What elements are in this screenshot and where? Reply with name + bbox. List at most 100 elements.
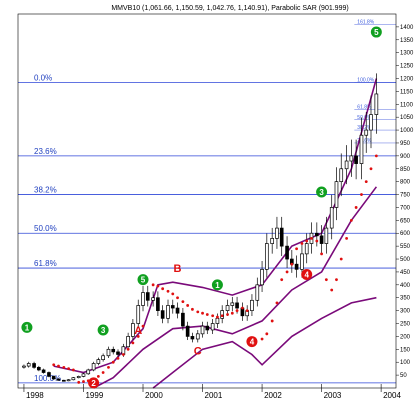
candle-body [71,377,76,381]
candle-body [324,227,329,244]
sar-dot [305,239,309,243]
candle-body [96,359,101,364]
sar-dot [364,180,368,184]
parabolic-sar-dots [52,154,378,384]
sar-dot [360,193,363,196]
candle-body [56,378,61,381]
wave-marker-label: 1 [25,323,30,332]
y-tick-label: 550 [400,244,411,250]
sar-dot [201,311,204,315]
candle-body [304,243,309,255]
y-tick-label: 1400 [400,25,414,31]
y-tick-label: 100 [400,360,411,366]
candle-body [210,323,215,331]
candle-body [170,305,175,309]
wave-marker-circle [21,321,33,333]
y-tick-label: 500 [400,257,411,263]
fib-small-label: 23.6% [357,138,372,144]
y-tick-label: 950 [400,141,411,147]
sar-dot [136,335,140,338]
sar-dot [315,239,319,243]
y-tick-label: 1300 [400,51,414,57]
candle-body [285,245,289,260]
sar-dot [181,300,185,303]
sar-dot [226,313,229,316]
x-tick-label: 2000 [145,391,163,400]
y-tick-label: 600 [400,231,411,237]
y-tick-label: 250 [400,322,411,328]
candle-body [37,367,41,371]
sar-dot [176,296,179,300]
abc-label: B [174,263,182,275]
wave-marker-circle [97,324,109,336]
y-tick-label: 200 [400,334,411,340]
sar-dot [320,252,323,256]
sar-dot [324,278,328,282]
y-tick-label: 1050 [400,115,414,121]
candle-body [344,160,349,170]
sar-dot [354,206,358,209]
candle-body [185,325,190,337]
sar-dot [300,242,304,245]
sar-dot [62,365,66,369]
y-tick-label: 1000 [400,128,414,134]
candle-body [374,93,379,115]
y-tick-label: 400 [400,283,411,289]
y-tick-label: 350 [400,296,411,302]
fib-small-label: 100.0% [357,77,375,83]
y-tick-label: 900 [400,154,411,160]
candle-body [279,227,284,247]
sar-dot [245,309,249,313]
wave-marker-label: 3 [319,188,324,197]
sar-dot [230,311,234,315]
candle-body [205,325,210,331]
candle-body [32,363,36,368]
candle-body [62,379,66,382]
sar-dot [265,332,269,336]
candle-body [76,376,81,379]
candle-body [175,307,180,314]
candle-body [145,292,150,301]
sar-dot [71,368,75,372]
x-tick-label: 1998 [26,391,44,400]
y-tick-label: 1350 [400,38,414,44]
sar-dot [216,315,219,319]
x-tick-label: 2003 [324,391,342,400]
sar-dot [161,287,165,291]
candle-body [166,305,170,319]
sar-dot [330,288,334,292]
fib-label: 38.2% [34,186,57,195]
candle-body [339,168,344,183]
sar-dot [121,353,125,356]
sar-dot [270,319,274,323]
candle-body [156,297,160,311]
candle-body [131,323,135,337]
x-axis: 1998 1999 2000 2001 2002 2003 2004 [23,384,401,400]
candle-body [215,318,220,324]
candle-body [126,336,130,348]
wave-marker-circle [137,274,149,286]
wave-marker-label: 4 [304,271,309,280]
sar-dot [77,380,81,384]
candle-body [81,373,86,377]
sar-dot [156,284,160,288]
plot-frame [17,13,397,389]
sar-dot [285,270,289,274]
candle-body [235,302,239,309]
fib-label: 50.0% [34,224,57,233]
candle-body [270,238,275,244]
candle-body [116,351,120,355]
sar-dot [205,313,209,316]
wave-marker-circle [88,377,100,389]
candle-body [160,310,165,319]
fib-label: 61.8% [34,259,57,268]
sar-dot [310,237,313,240]
sar-dot [290,262,294,266]
candle-body [200,325,205,335]
wave-marker-label: 2 [91,379,96,388]
sar-dot [171,292,175,296]
x-tick-label: 2001 [205,391,223,400]
sar-dot [67,367,70,371]
wave-marker-label: 1 [215,281,220,290]
